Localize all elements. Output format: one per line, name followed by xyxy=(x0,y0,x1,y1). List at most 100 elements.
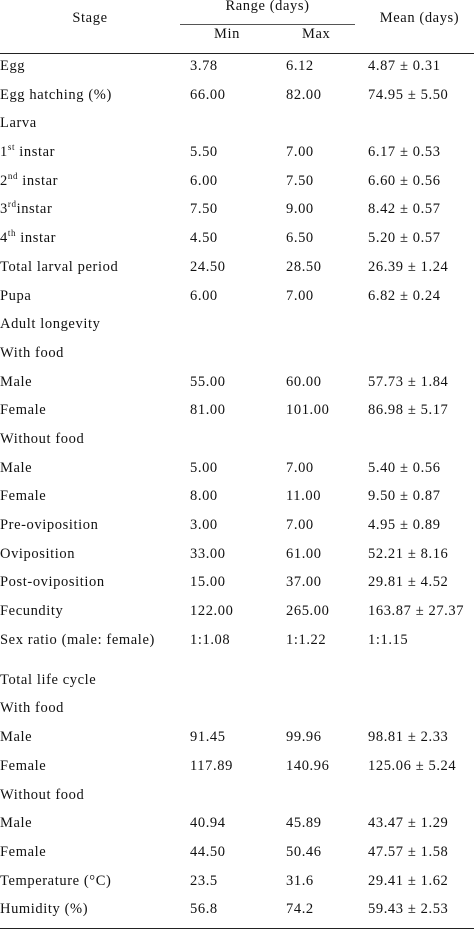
cell-mean: 5.40 ± 0.56 xyxy=(368,459,441,476)
stage-ordinal-suffix: st xyxy=(7,142,16,153)
cell-mean: 26.39 ± 1.24 xyxy=(368,258,449,275)
table-row: Post-oviposition 15.00 37.00 29.81 ± 4.52 xyxy=(0,570,474,599)
cell-min: 3.00 xyxy=(190,517,218,533)
cell-max: 1:1.22 xyxy=(286,631,327,648)
cell-mean: 47.57 ± 1.58 xyxy=(368,843,449,860)
cell-stage: Total life cycle xyxy=(0,671,97,688)
stage-label: instar xyxy=(16,230,57,247)
cell-stage: Male xyxy=(0,459,33,476)
cell-stage: Male xyxy=(0,373,33,390)
header-rule xyxy=(0,53,474,54)
header-range-divider xyxy=(180,24,355,25)
cell-max: 6.12 xyxy=(286,58,314,74)
header-range: Range (days) xyxy=(225,0,310,14)
cell-min: 56.8 xyxy=(190,901,218,918)
cell-stage: Pre-oviposition xyxy=(0,517,99,533)
cell-max: 7.00 xyxy=(286,144,314,161)
cell-mean: 6.17 ± 0.53 xyxy=(368,144,441,161)
cell-stage: 1st instar xyxy=(0,142,56,161)
table-row: Fecundity 122.00 265.00 163.87 ± 27.37 xyxy=(0,599,474,628)
cell-min: 66.00 xyxy=(190,86,226,103)
header-min: Min xyxy=(214,26,240,42)
table-row: Without food xyxy=(0,427,474,456)
cell-min: 5.00 xyxy=(190,459,218,476)
stage-ordinal-suffix: nd xyxy=(7,170,19,181)
stage-number: 3 xyxy=(0,201,8,218)
cell-stage: Egg hatching (%) xyxy=(0,86,112,103)
cell-mean: 98.81 ± 2.33 xyxy=(368,729,449,746)
cell-max: 265.00 xyxy=(286,603,330,620)
table-row: Temperature (°C) 23.5 31.6 29.41 ± 1.62 xyxy=(0,869,474,898)
cell-stage: Pupa xyxy=(0,287,32,304)
cell-max: 7.00 xyxy=(286,517,314,533)
cell-min: 44.50 xyxy=(190,843,226,860)
cell-max: 101.00 xyxy=(286,402,330,419)
cell-max: 61.00 xyxy=(286,545,322,562)
cell-max: 7.50 xyxy=(286,172,314,189)
table-row: With food xyxy=(0,696,474,725)
cell-mean: 163.87 ± 27.37 xyxy=(368,603,465,620)
header-stage: Stage xyxy=(72,10,108,26)
table-row: Egg 3.78 6.12 4.87 ± 0.31 xyxy=(0,54,474,83)
cell-stage: Sex ratio (male: female) xyxy=(0,631,155,648)
cell-mean: 29.41 ± 1.62 xyxy=(368,872,449,889)
cell-max: 11.00 xyxy=(286,488,322,505)
table-row: Male 40.94 45.89 43.47 ± 1.29 xyxy=(0,811,474,840)
cell-min: 55.00 xyxy=(190,373,226,390)
cell-min: 23.5 xyxy=(190,872,218,889)
stage-label: instar xyxy=(15,144,56,161)
cell-min: 6.00 xyxy=(190,287,218,304)
table-row: Total life cycle xyxy=(0,668,474,697)
cell-stage: Without food xyxy=(0,786,85,803)
cell-mean: 4.87 ± 0.31 xyxy=(368,58,441,74)
table-row: Sex ratio (male: female) 1:1.08 1:1.22 1:1.… xyxy=(0,628,474,668)
cell-max: 7.00 xyxy=(286,287,314,304)
cell-max: 50.46 xyxy=(286,843,322,860)
cell-mean: 9.50 ± 0.87 xyxy=(368,488,441,505)
table-row: Female 44.50 50.46 47.57 ± 1.58 xyxy=(0,840,474,869)
cell-min: 24.50 xyxy=(190,258,226,275)
cell-mean: 57.73 ± 1.84 xyxy=(368,373,449,390)
stage-ordinal-suffix: rd xyxy=(7,199,17,210)
cell-stage: Male xyxy=(0,729,33,746)
table-row: Male 55.00 60.00 57.73 ± 1.84 xyxy=(0,370,474,399)
table-row: 4th instar 4.50 6.50 5.20 ± 0.57 xyxy=(0,226,474,255)
table-row: Adult longevity xyxy=(0,312,474,341)
cell-min: 3.78 xyxy=(190,58,218,74)
cell-max: 140.96 xyxy=(286,757,330,774)
table-row: 3rdinstar 7.50 9.00 8.42 ± 0.57 xyxy=(0,197,474,226)
stage-ordinal-suffix: th xyxy=(7,228,17,239)
cell-mean: 59.43 ± 2.53 xyxy=(368,901,449,918)
cell-stage: 2nd instar xyxy=(0,170,59,190)
header-max: Max xyxy=(302,26,331,42)
table-body: Egg 3.78 6.12 4.87 ± 0.31 Egg hatching (%) 66… xyxy=(0,54,474,926)
cell-min: 4.50 xyxy=(190,230,218,247)
cell-mean: 86.98 ± 5.17 xyxy=(368,402,449,419)
cell-stage: Female xyxy=(0,757,47,774)
cell-min: 15.00 xyxy=(190,574,226,591)
cell-max: 45.89 xyxy=(286,815,322,832)
cell-min: 1:1.08 xyxy=(190,631,231,648)
table-row: Oviposition 33.00 61.00 52.21 ± 8.16 xyxy=(0,542,474,571)
cell-max: 74.2 xyxy=(286,901,314,918)
cell-mean: 6.60 ± 0.56 xyxy=(368,172,441,189)
table-row: Pupa 6.00 7.00 6.82 ± 0.24 xyxy=(0,284,474,313)
cell-mean: 52.21 ± 8.16 xyxy=(368,545,449,562)
cell-min: 81.00 xyxy=(190,402,226,419)
cell-stage: Female xyxy=(0,843,47,860)
cell-min: 33.00 xyxy=(190,545,226,562)
cell-stage: Adult longevity xyxy=(0,316,101,333)
cell-stage: Post-oviposition xyxy=(0,574,105,591)
cell-max: 6.50 xyxy=(286,230,314,247)
table-row: Male 5.00 7.00 5.40 ± 0.56 xyxy=(0,456,474,485)
cell-stage: Fecundity xyxy=(0,603,64,620)
cell-mean: 125.06 ± 5.24 xyxy=(368,757,457,774)
table-row: Female 117.89 140.96 125.06 ± 5.24 xyxy=(0,754,474,783)
cell-max: 31.6 xyxy=(286,872,314,889)
stage-label: instar xyxy=(18,172,59,189)
table-row: Humidity (%) 56.8 74.2 59.43 ± 2.53 xyxy=(0,897,474,926)
cell-max: 9.00 xyxy=(286,201,314,218)
cell-stage: 3rdinstar xyxy=(0,199,52,218)
cell-stage: Total larval period xyxy=(0,258,119,275)
table-row: Female 81.00 101.00 86.98 ± 5.17 xyxy=(0,398,474,427)
